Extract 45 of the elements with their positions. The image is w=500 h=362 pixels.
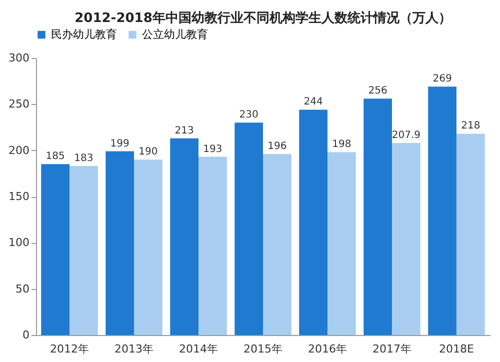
bar — [392, 143, 420, 335]
legend-label: 民办幼儿教育 — [51, 28, 117, 41]
y-tick-label: 0 — [22, 328, 30, 342]
data-label: 196 — [268, 141, 287, 152]
data-label: 185 — [46, 151, 65, 162]
chart-title: 2012-2018年中国幼教行业不同机构学生人数统计情况（万人） — [74, 10, 452, 26]
x-tick-label: 2013年 — [114, 342, 154, 356]
data-label: 269 — [432, 74, 452, 85]
data-label: 218 — [461, 120, 480, 132]
x-tick-label: 2012年 — [50, 342, 90, 356]
y-tick-label: 150 — [8, 190, 30, 203]
data-label: 244 — [304, 96, 323, 108]
y-tick-label: 50 — [16, 282, 30, 296]
data-label: 207.9 — [392, 130, 420, 142]
data-label: 190 — [138, 146, 158, 158]
bar — [234, 122, 263, 335]
bar — [263, 154, 292, 335]
bar — [327, 152, 356, 335]
bar — [198, 156, 227, 335]
y-tick-label: 100 — [8, 236, 30, 250]
x-tick-label: 2014年 — [179, 342, 218, 356]
data-label: 256 — [368, 86, 388, 97]
data-label: 193 — [203, 144, 222, 155]
bar — [428, 86, 456, 335]
bar — [170, 138, 199, 335]
y-tick-label: 250 — [8, 98, 30, 111]
bar — [364, 98, 392, 335]
bar — [70, 166, 98, 335]
bar — [134, 160, 162, 335]
x-tick-label: 2017年 — [372, 342, 412, 356]
data-label: 230 — [239, 110, 258, 121]
bar — [41, 164, 70, 335]
x-tick-label: 2018E — [438, 342, 474, 356]
bar — [299, 110, 328, 335]
x-tick-label: 2015年 — [244, 342, 282, 356]
y-tick-label: 300 — [8, 52, 30, 64]
data-label: 213 — [174, 125, 194, 136]
x-tick-label: 2016年 — [308, 342, 347, 356]
bar — [106, 151, 134, 335]
data-label: 183 — [74, 153, 94, 164]
data-label: 198 — [332, 139, 352, 150]
bar — [456, 134, 485, 335]
legend-label: 公立幼儿教育 — [142, 28, 208, 41]
y-tick-label: 200 — [8, 144, 30, 157]
data-label: 199 — [110, 138, 130, 150]
